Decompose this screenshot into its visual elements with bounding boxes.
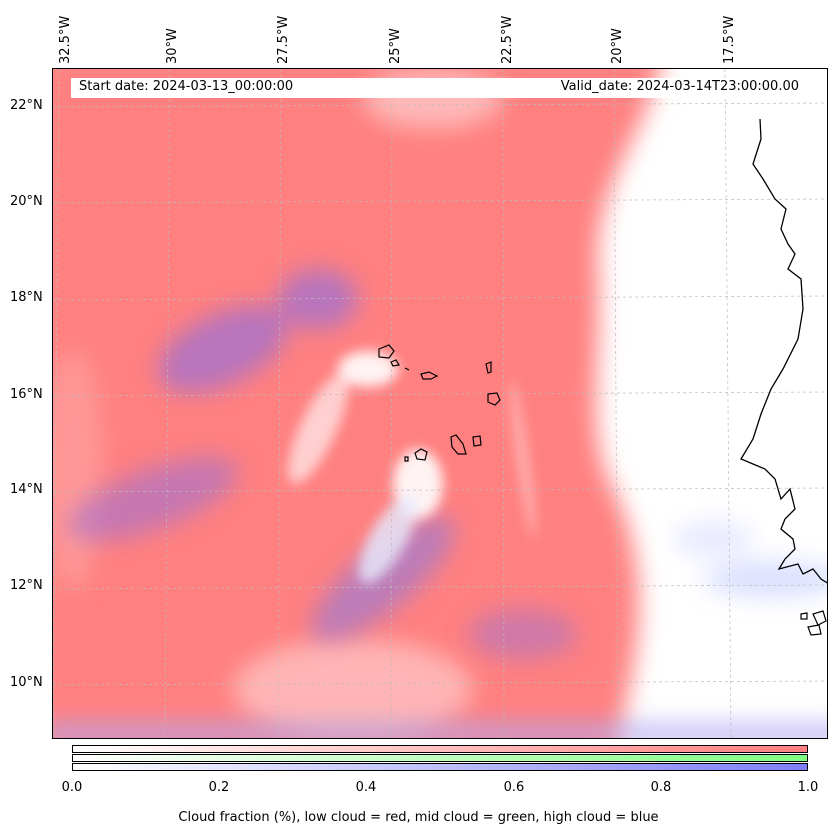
- start-date-label: Start date: 2024-03-13_00:00:00: [79, 79, 294, 94]
- title-banner: Start date: 2024-03-13_00:00:00 Valid_da…: [71, 78, 801, 98]
- map-canvas: Start date: 2024-03-13_00:00:00 Valid_da…: [53, 69, 827, 738]
- lat-label-22n: 22°N: [10, 98, 43, 113]
- low-cloud-field: [53, 69, 660, 738]
- cloud-fraction-map: Start date: 2024-03-13_00:00:00 Valid_da…: [52, 68, 828, 739]
- lon-label-25w: 25°W: [388, 28, 403, 64]
- colorbar: [72, 745, 808, 772]
- lon-label-22-5w: 22.5°W: [500, 15, 515, 64]
- colorbar-tick: 0.4: [355, 780, 377, 795]
- colorbar-tick: 0.6: [503, 780, 525, 795]
- colorbar-tick: 1.0: [797, 780, 819, 795]
- cape-verde-islands: [378, 344, 501, 462]
- colorbar-tick: 0.2: [208, 780, 230, 795]
- high-cloud-patches: [53, 269, 827, 738]
- lat-label-20n: 20°N: [10, 194, 43, 209]
- colorbar-mid-cloud: [72, 754, 808, 762]
- lon-label-30w: 30°W: [165, 28, 180, 64]
- lon-label-17-5w: 17.5°W: [722, 15, 737, 64]
- graticule: [53, 69, 827, 738]
- colorbar-low-cloud: [72, 745, 808, 753]
- bijagos-islands: [800, 610, 827, 636]
- lon-label-32-5w: 32.5°W: [58, 15, 73, 64]
- colorbar-high-cloud: [72, 763, 808, 771]
- lon-label-27-5w: 27.5°W: [276, 15, 291, 64]
- clear-streaks: [287, 351, 536, 584]
- colorbar-tick: 0.8: [650, 780, 672, 795]
- lat-label-16n: 16°N: [10, 387, 43, 402]
- lat-label-12n: 12°N: [10, 578, 43, 593]
- lon-label-20w: 20°W: [610, 28, 625, 64]
- colorbar-label: Cloud fraction (%), low cloud = red, mid…: [178, 810, 659, 825]
- lat-label-14n: 14°N: [10, 482, 43, 497]
- africa-coastline: [740, 118, 827, 584]
- lat-label-18n: 18°N: [10, 290, 43, 305]
- valid-date-label: Valid_date: 2024-03-14T23:00:00.00: [560, 79, 799, 94]
- lat-label-10n: 10°N: [10, 675, 43, 690]
- colorbar-tick: 0.0: [61, 780, 83, 795]
